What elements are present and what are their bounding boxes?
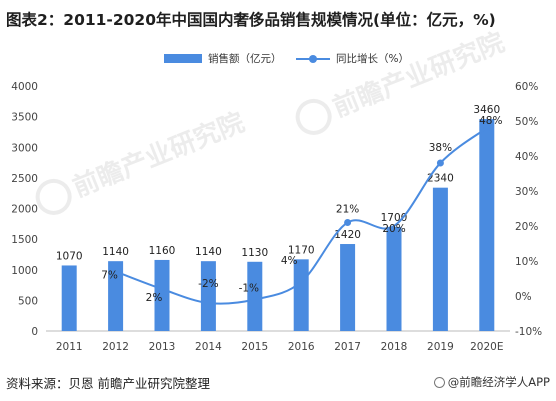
- bar-label: 1070: [56, 250, 83, 262]
- legend-label-growth: 同比增长（%）: [336, 53, 409, 65]
- y-right-tick-label: 30%: [515, 186, 538, 198]
- legend: 销售额（亿元） 同比增长（%）: [0, 51, 556, 67]
- x-tick-label: 2019: [427, 341, 454, 353]
- y-left-tick-label: 3500: [11, 112, 38, 124]
- legend-bar-swatch: [164, 54, 202, 63]
- growth-point-2017: [344, 219, 352, 226]
- x-tick-label: 2015: [241, 341, 268, 353]
- bar-2015: [247, 261, 263, 331]
- bar-2019: [432, 187, 448, 331]
- growth-label: 2%: [146, 292, 163, 304]
- y-left-tick-label: 2500: [11, 173, 38, 185]
- watermark-0: 前瞻产业研究院: [35, 107, 249, 215]
- bar-label: 1140: [102, 246, 129, 258]
- y-left-tick-label: 1500: [11, 234, 38, 246]
- x-tick-label: 2011: [56, 341, 83, 353]
- bar-2017: [340, 244, 356, 331]
- x-tick-label: 2016: [288, 341, 315, 353]
- growth-label: 21%: [336, 204, 359, 216]
- growth-label: 48%: [479, 115, 502, 127]
- bar-2020E: [479, 119, 495, 331]
- legend-item-growth: 同比增长（%）: [296, 51, 409, 66]
- y-right-tick-label: 0%: [515, 291, 532, 303]
- y-left-tick-label: 1000: [11, 265, 38, 277]
- y-right-tick-label: 10%: [515, 256, 538, 268]
- x-tick-label: 2014: [195, 341, 222, 353]
- bar-2014: [200, 261, 216, 331]
- bar-2011: [61, 265, 77, 331]
- bar-2013: [154, 259, 170, 331]
- y-left-tick-label: 3000: [11, 142, 38, 154]
- growth-label: 7%: [101, 270, 118, 282]
- growth-label: 38%: [429, 142, 452, 154]
- y-right-tick-label: -10%: [515, 326, 542, 338]
- x-tick-label: 2013: [149, 341, 176, 353]
- bar-2012: [108, 261, 124, 331]
- bar-label: 1420: [334, 229, 361, 241]
- y-left-tick-label: 0: [31, 326, 38, 338]
- credit-note: @前瞻经济学人APP: [433, 374, 550, 390]
- growth-point-2019: [436, 159, 444, 167]
- y-left-tick-label: 2000: [11, 204, 38, 216]
- chart-title: 图表2：2011-2020年中国国内奢侈品销售规模情况(单位：亿元，%): [6, 11, 496, 29]
- source-note: 资料来源：贝恩 前瞻产业研究院整理: [6, 376, 210, 391]
- growth-label: 20%: [382, 223, 405, 235]
- svg-text:前瞻产业研究院: 前瞻产业研究院: [68, 107, 248, 204]
- y-left-tick-label: 500: [18, 295, 38, 307]
- bar-label: 1130: [241, 247, 268, 259]
- bar-label: 1140: [195, 246, 222, 258]
- growth-point-2020E: [483, 124, 491, 132]
- growth-label: -1%: [239, 283, 259, 295]
- x-tick-label: 2017: [334, 341, 361, 353]
- bar-label: 1160: [149, 245, 176, 257]
- bar-2016: [293, 259, 309, 331]
- legend-item-sales: 销售额（亿元）: [164, 51, 282, 66]
- growth-label: -2%: [198, 278, 218, 290]
- growth-label: 4%: [281, 255, 298, 267]
- y-right-tick-label: 60%: [515, 81, 538, 93]
- credit-text: @前瞻经济学人APP: [447, 375, 550, 389]
- legend-label-sales: 销售额（亿元）: [208, 53, 282, 65]
- legend-line-swatch: [296, 54, 330, 64]
- y-right-tick-label: 40%: [515, 151, 538, 163]
- x-tick-label: 2012: [102, 341, 129, 353]
- bar-label: 1170: [288, 244, 315, 256]
- bar-2018: [386, 226, 402, 331]
- growth-line: [115, 127, 488, 305]
- app-logo-icon: [433, 376, 445, 388]
- watermark-1: 前瞻产业研究院: [295, 27, 509, 135]
- x-tick-label: 2018: [381, 341, 408, 353]
- bar-label: 2340: [427, 173, 454, 185]
- y-right-tick-label: 20%: [515, 221, 538, 233]
- y-left-tick-label: 4000: [11, 81, 38, 93]
- x-tick-label: 2020E: [470, 341, 503, 353]
- y-right-tick-label: 50%: [515, 116, 538, 128]
- bar-label: 3460: [473, 104, 500, 116]
